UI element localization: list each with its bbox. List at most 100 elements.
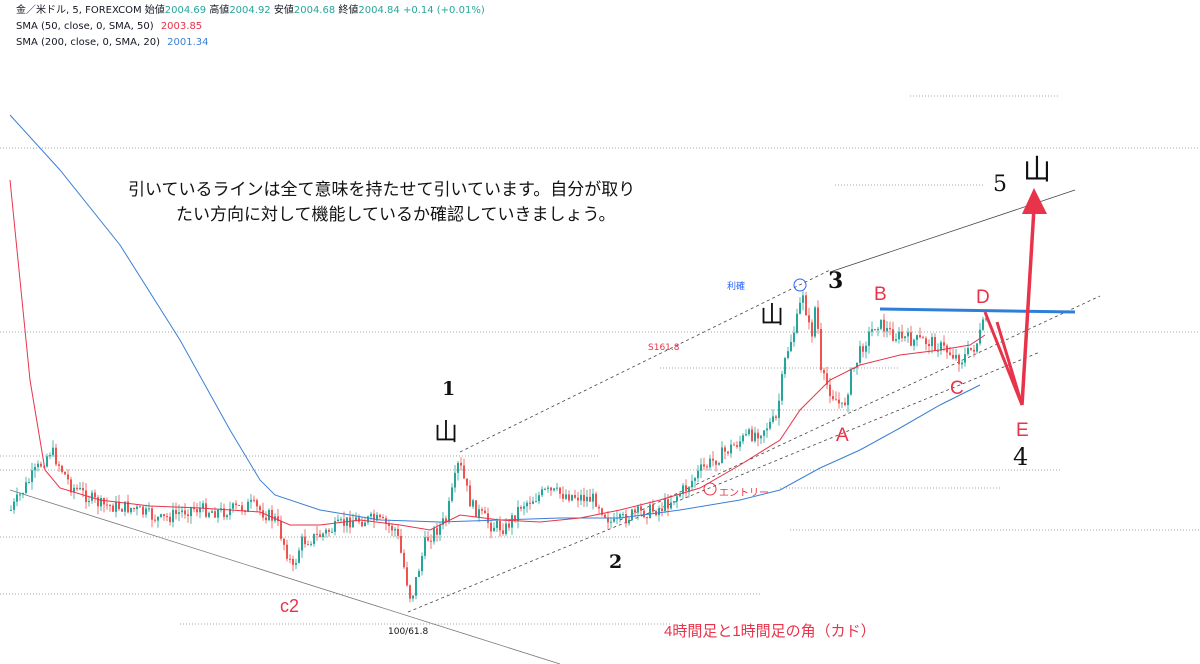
candle-body (130, 507, 132, 513)
candle-body (472, 500, 474, 507)
candle-body (796, 313, 798, 333)
candle-body (385, 518, 387, 524)
candle-body (913, 339, 915, 346)
candle-body (286, 544, 288, 559)
candle-body (403, 552, 405, 568)
candle-body (409, 585, 411, 599)
candle-body (601, 508, 603, 515)
candle-body (916, 335, 918, 340)
candle-body (751, 429, 753, 441)
candle-body (493, 527, 495, 532)
candle-body (631, 509, 633, 520)
candle-body (784, 358, 786, 375)
candle-body (451, 487, 453, 501)
low-label: 安値 (273, 5, 294, 16)
candle-body (697, 470, 699, 479)
candle-body (829, 384, 831, 397)
candle-body (637, 506, 639, 513)
candle-body (181, 510, 183, 513)
candle-body (454, 472, 456, 488)
candle-body (499, 521, 501, 531)
candle-body (712, 458, 714, 461)
candle-body (664, 499, 666, 511)
candle-body (322, 533, 324, 537)
sma200-label: SMA (200, close, 0, SMA, 20) (16, 37, 160, 48)
channel-lower-line-2 (619, 295, 1101, 521)
candle-body (685, 485, 687, 491)
candle-body (211, 511, 213, 513)
candle-body (955, 355, 957, 359)
candle-body (739, 441, 741, 447)
symbol-label: 金／米ドル, 5, FOREXCOM (16, 5, 142, 16)
candle-body (928, 344, 930, 347)
candle-body (811, 322, 813, 337)
candle-body (727, 451, 729, 454)
candle-body (478, 509, 480, 517)
candle-body (484, 510, 486, 514)
candle-body (406, 567, 408, 586)
candle-body (460, 462, 462, 466)
candle-body (217, 510, 219, 518)
candle-body (115, 501, 117, 512)
candle-body (505, 523, 507, 534)
candle-body (844, 402, 846, 405)
candle-body (610, 521, 612, 523)
take-profit-marker (793, 278, 807, 292)
candle-body (424, 537, 426, 556)
wave-label-1: 1 (442, 378, 456, 400)
candle-body (862, 346, 864, 352)
candle-body (241, 505, 243, 511)
candle-body (517, 507, 519, 521)
resistance-line-bd[interactable] (879, 307, 1076, 314)
candle-body (688, 487, 690, 491)
candle-body (55, 447, 57, 465)
candle-body (865, 345, 867, 352)
candle-body (475, 500, 477, 517)
candle-body (436, 528, 438, 535)
sma50-legend[interactable]: SMA (50, close, 0, SMA, 50) 2003.85 (16, 20, 202, 34)
candle-body (985, 318, 987, 320)
candle-body (178, 512, 180, 514)
candle-body (907, 332, 909, 337)
candle-body (109, 505, 111, 506)
candle-body (223, 508, 225, 517)
candle-body (382, 517, 384, 519)
candle-body (871, 329, 873, 332)
candle-body (349, 517, 351, 528)
candle-body (79, 488, 81, 490)
candle-body (748, 429, 750, 435)
candle-body (982, 319, 984, 330)
candle-body (214, 511, 216, 518)
candle-body (202, 503, 204, 509)
candle-body (352, 521, 354, 528)
sma200-legend[interactable]: SMA (200, close, 0, SMA, 20) 2001.34 (16, 36, 209, 50)
candle-body (427, 537, 429, 541)
candle-body (508, 523, 510, 528)
candle-body (763, 430, 765, 436)
candle-body (529, 502, 531, 504)
candle-body (820, 329, 822, 370)
open-label: 始値 (144, 5, 165, 16)
candle-body (319, 534, 321, 537)
candle-body (28, 482, 30, 483)
candle-body (781, 374, 783, 401)
candle-body (145, 508, 147, 515)
candle-body (187, 514, 189, 516)
candle-body (592, 493, 594, 502)
candlesticks (10, 291, 987, 603)
wave-label-2: 2 (609, 551, 623, 573)
candle-body (430, 540, 432, 542)
candle-body (469, 485, 471, 507)
candle-body (169, 516, 171, 523)
candle-body (448, 500, 450, 522)
candle-body (775, 416, 777, 418)
candle-body (793, 332, 795, 342)
candle-body (769, 421, 771, 429)
candle-body (640, 506, 642, 511)
candle-body (886, 328, 888, 332)
candle-body (568, 494, 570, 501)
candle-body (301, 536, 303, 551)
candle-body (457, 462, 459, 473)
candle-body (979, 329, 981, 344)
candle-body (730, 444, 732, 454)
